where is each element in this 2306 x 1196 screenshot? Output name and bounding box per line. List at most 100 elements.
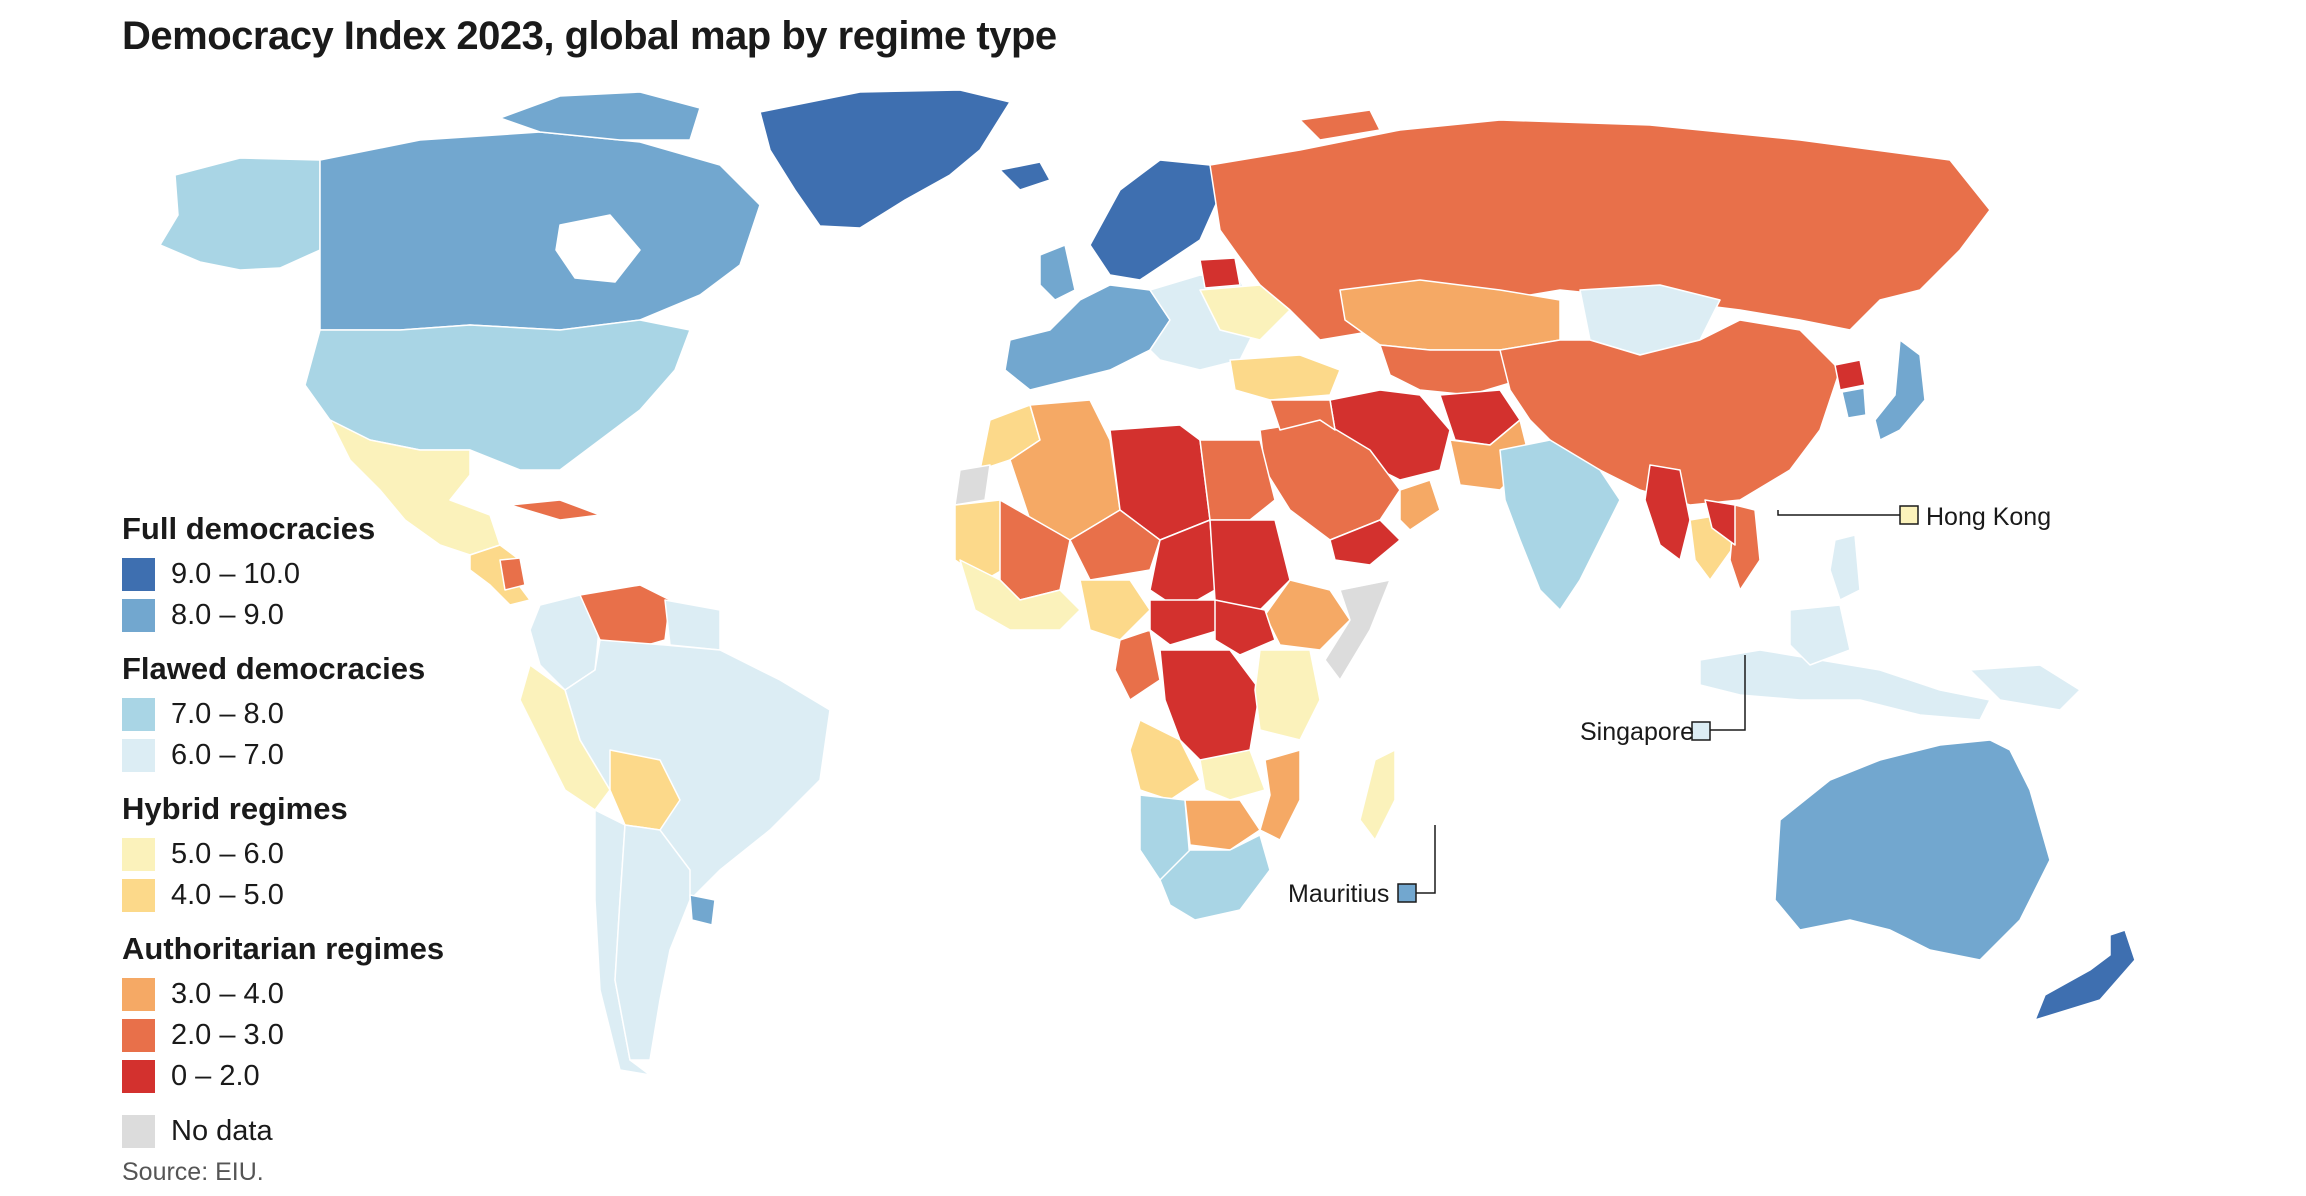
region-papua <box>1969 664 2081 711</box>
legend-item: 8.0 – 9.0 <box>122 595 542 636</box>
region-niger <box>1069 509 1161 581</box>
callout-singapore: Singapore <box>1580 655 1746 746</box>
region-arctic-islands <box>499 91 701 141</box>
legend-swatch <box>122 558 155 591</box>
region-new-zealand <box>2034 929 2136 1021</box>
region-nicaragua <box>499 557 526 591</box>
region-argentina <box>614 824 691 1061</box>
legend-item-label: 7.0 – 8.0 <box>171 698 284 730</box>
region-oman <box>1399 479 1441 531</box>
legend-item-no-data: No data <box>122 1111 542 1152</box>
region-somalia <box>1324 579 1391 681</box>
region-western-europe <box>1004 284 1171 391</box>
legend-group-title: Full democracies <box>122 511 376 546</box>
region-sudan <box>1209 519 1291 611</box>
legend-group: Flawed democracies 7.0 – 8.0 6.0 – 7.0 <box>122 650 542 776</box>
region-cameroon-gabon <box>1114 629 1161 701</box>
legend-swatch <box>122 698 155 731</box>
region-scandinavia <box>1089 159 1221 281</box>
legend-group-title: Flawed democracies <box>122 651 426 686</box>
legend-item-label: 8.0 – 9.0 <box>171 599 284 631</box>
legend-item-label: 5.0 – 6.0 <box>171 838 284 870</box>
legend-item-label: No data <box>171 1115 273 1147</box>
region-india <box>1499 439 1621 611</box>
region-australia <box>1774 739 2051 961</box>
legend-group-title: Hybrid regimes <box>122 791 348 826</box>
region-central-asia <box>1379 344 1521 396</box>
legend-item: 7.0 – 8.0 <box>122 694 542 735</box>
region-laos <box>1704 499 1736 546</box>
region-south-korea <box>1841 387 1867 419</box>
region-alaska <box>159 157 321 271</box>
region-yemen <box>1329 519 1401 566</box>
region-nigeria <box>1079 579 1151 641</box>
legend-item: 3.0 – 4.0 <box>122 974 542 1015</box>
legend-item-label: 0 – 2.0 <box>171 1060 260 1092</box>
singapore-swatch <box>1691 721 1711 741</box>
region-vietnam <box>1729 504 1761 591</box>
region-mozambique <box>1259 749 1301 841</box>
region-iraq-syria <box>1269 399 1336 431</box>
region-japan <box>1874 339 1926 441</box>
mauritius-swatch <box>1397 883 1417 903</box>
callout-mauritius: Mauritius <box>1288 825 1436 908</box>
legend-swatch <box>122 739 155 772</box>
region-philippines <box>1829 534 1861 601</box>
legend-swatch <box>122 1115 155 1148</box>
mauritius-label: Mauritius <box>1288 880 1389 908</box>
region-botswana-zimbabwe <box>1184 799 1261 851</box>
region-myanmar <box>1644 464 1691 561</box>
water-hudson-bay <box>555 214 641 283</box>
region-north-korea <box>1834 359 1866 391</box>
legend: Full democracies 9.0 – 10.0 8.0 – 9.0 Flawe… <box>122 510 542 1152</box>
region-borneo <box>1789 604 1851 666</box>
region-uruguay <box>689 894 716 926</box>
legend-swatch <box>122 879 155 912</box>
region-south-sudan <box>1214 599 1276 656</box>
callout-hong-kong: Hong Kong <box>1777 503 2051 531</box>
region-turkey <box>1229 354 1341 401</box>
legend-item: 2.0 – 3.0 <box>122 1015 542 1056</box>
singapore-label: Singapore <box>1580 718 1694 746</box>
region-cuba <box>509 499 601 521</box>
legend-item: 4.0 – 5.0 <box>122 875 542 916</box>
source-note: Source: EIU. <box>122 1158 264 1186</box>
legend-item: 5.0 – 6.0 <box>122 834 542 875</box>
legend-item-label: 4.0 – 5.0 <box>171 879 284 911</box>
legend-swatch <box>122 978 155 1011</box>
region-south-africa <box>1159 834 1271 921</box>
legend-swatch <box>122 1060 155 1093</box>
region-car <box>1149 599 1221 646</box>
region-indonesia <box>1699 649 1991 721</box>
legend-item-label: 2.0 – 3.0 <box>171 1019 284 1051</box>
region-ukraine <box>1199 284 1291 341</box>
region-mexico <box>329 419 501 556</box>
region-canada <box>319 131 761 331</box>
region-madagascar <box>1359 749 1396 841</box>
region-western-sahara <box>954 464 991 506</box>
legend-group: Authoritarian regimes 3.0 – 4.0 2.0 – 3.0 0… <box>122 930 542 1097</box>
region-novaya-zemlya <box>1299 109 1381 141</box>
legend-item: 6.0 – 7.0 <box>122 735 542 776</box>
legend-swatch <box>122 599 155 632</box>
region-west-africa <box>959 559 1081 631</box>
legend-swatch <box>122 838 155 871</box>
legend-item: 0 – 2.0 <box>122 1056 542 1097</box>
hong-kong-swatch <box>1899 505 1919 525</box>
legend-item-label: 6.0 – 7.0 <box>171 739 284 771</box>
legend-swatch <box>122 1019 155 1052</box>
page-title: Democracy Index 2023, global map by regi… <box>122 14 1057 58</box>
legend-group: Hybrid regimes 5.0 – 6.0 4.0 – 5.0 <box>122 790 542 916</box>
legend-group: Full democracies 9.0 – 10.0 8.0 – 9.0 <box>122 510 542 636</box>
region-greenland <box>759 89 1011 229</box>
legend-item-label: 9.0 – 10.0 <box>171 558 300 590</box>
legend-group-title: Authoritarian regimes <box>122 931 445 966</box>
region-zambia <box>1199 749 1266 801</box>
legend-item: 9.0 – 10.0 <box>122 554 542 595</box>
legend-item-label: 3.0 – 4.0 <box>171 978 284 1010</box>
region-egypt <box>1199 439 1276 521</box>
region-belarus <box>1199 257 1241 289</box>
region-east-africa <box>1254 649 1321 741</box>
region-uk <box>1039 244 1076 301</box>
